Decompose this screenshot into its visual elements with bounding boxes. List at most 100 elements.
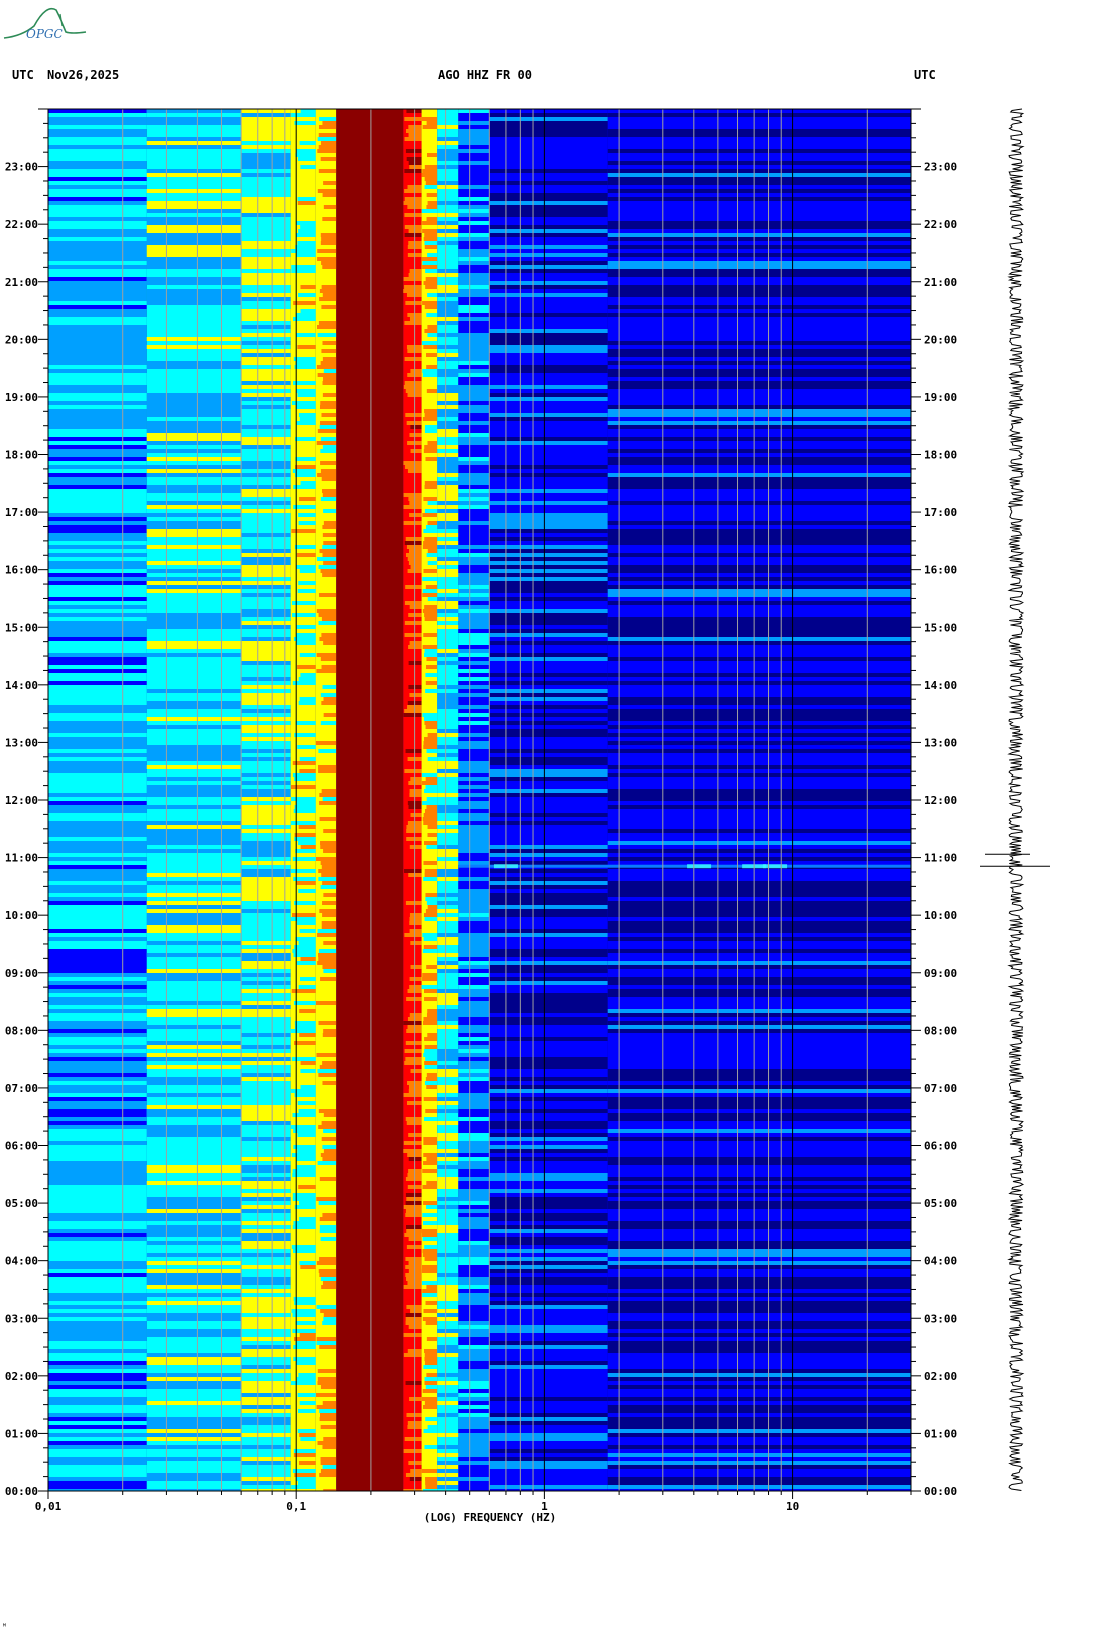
heat-cell: [48, 177, 147, 181]
heat-cell: [458, 1033, 490, 1037]
heat-cell: [437, 513, 459, 517]
heat-cell: [48, 649, 147, 653]
heat-cell: [437, 285, 459, 289]
heat-cell: [422, 1389, 438, 1393]
heat-cell: [489, 821, 608, 825]
heat-cell: [437, 501, 459, 505]
heat-cell: [403, 1093, 422, 1097]
heat-cell: [437, 545, 459, 549]
heat-cell: [323, 1489, 337, 1491]
heat-cell: [458, 209, 490, 213]
heat-cell: [607, 585, 911, 589]
heat-cell: [437, 953, 459, 957]
heat-cell: [318, 953, 337, 957]
heat-cell: [405, 901, 422, 905]
heat-cell: [241, 609, 291, 613]
heat-cell: [424, 809, 438, 813]
heat-cell: [241, 1053, 291, 1057]
heat-cell: [607, 1481, 911, 1485]
heat-cell: [426, 657, 438, 661]
heat-cell: [437, 229, 459, 233]
heat-cell: [146, 1081, 242, 1085]
heat-cell: [241, 1393, 291, 1397]
heat-cell: [423, 449, 438, 453]
heat-cell: [489, 997, 608, 1001]
heat-cell: [489, 1457, 608, 1461]
heat-cell: [319, 1257, 337, 1261]
heat-cell: [458, 269, 490, 273]
heat-cell: [422, 1237, 438, 1241]
heat-cell: [320, 1277, 337, 1281]
heat-cell: [437, 1297, 459, 1301]
heat-cell: [489, 617, 608, 621]
heat-cell: [607, 829, 911, 833]
heat-cell: [425, 785, 438, 789]
heat-cell: [458, 1213, 490, 1217]
heat-cell: [297, 1393, 316, 1397]
heat-cell: [458, 873, 490, 877]
heat-cell: [423, 821, 438, 825]
heat-cell: [241, 893, 291, 897]
heat-cell: [317, 1377, 337, 1381]
heat-cell: [241, 957, 291, 961]
heat-cell: [241, 593, 291, 597]
heat-cell: [607, 1445, 911, 1449]
heat-cell: [321, 789, 337, 793]
heat-cell: [437, 1373, 459, 1377]
heat-cell: [404, 541, 422, 545]
y-tick-label-right: 02:00: [924, 1370, 957, 1383]
heat-cell: [48, 1421, 147, 1425]
heat-cell: [48, 501, 147, 505]
heat-cell: [607, 189, 911, 193]
heat-cell: [48, 1205, 147, 1209]
heat-cell: [146, 121, 242, 125]
heat-cell: [296, 1377, 316, 1381]
heat-cell: [322, 493, 337, 497]
heat-cell: [241, 341, 291, 345]
heat-cell: [405, 465, 422, 469]
heat-cell: [48, 757, 147, 761]
heat-cell: [146, 1233, 242, 1237]
heat-cell: [422, 973, 438, 977]
heat-cell: [241, 885, 291, 889]
heat-cell: [48, 473, 147, 477]
heat-cell: [458, 1365, 490, 1369]
heat-cell: [423, 633, 438, 637]
heat-cell: [489, 233, 608, 237]
heat-cell: [48, 1385, 147, 1389]
heat-cell: [489, 1137, 608, 1141]
y-tick-label-left: 12:00: [5, 794, 38, 807]
heat-cell: [424, 605, 438, 609]
heat-cell: [437, 1329, 459, 1333]
heat-cell: [295, 233, 316, 237]
heat-cell: [489, 969, 608, 973]
heat-cell: [489, 849, 608, 853]
heat-cell: [437, 357, 459, 361]
heat-cell: [48, 261, 147, 265]
heat-cell: [323, 641, 337, 645]
heat-cell: [146, 641, 242, 645]
heat-cell: [489, 613, 608, 617]
heat-cell: [320, 1237, 337, 1241]
heat-cell: [437, 409, 459, 413]
heat-cell: [458, 1393, 490, 1397]
heat-cell: [241, 961, 291, 965]
heat-cell: [421, 257, 438, 261]
heat-cell: [437, 653, 459, 657]
heat-cell: [48, 277, 147, 281]
heat-cell: [300, 957, 316, 961]
heat-cell: [317, 137, 337, 141]
heat-cell: [146, 745, 242, 749]
heat-band-5: [336, 109, 404, 1491]
heat-cell: [458, 485, 490, 489]
heat-cell: [241, 557, 291, 561]
heat-cell: [241, 1185, 291, 1189]
heat-cell: [607, 437, 911, 441]
heat-cell: [323, 713, 337, 717]
heat-cell: [297, 241, 316, 245]
heat-cell: [437, 1069, 459, 1073]
heat-cell: [458, 961, 490, 965]
heat-cell: [408, 561, 422, 565]
heat-cell: [607, 1333, 911, 1337]
heat-cell: [290, 1029, 316, 1033]
